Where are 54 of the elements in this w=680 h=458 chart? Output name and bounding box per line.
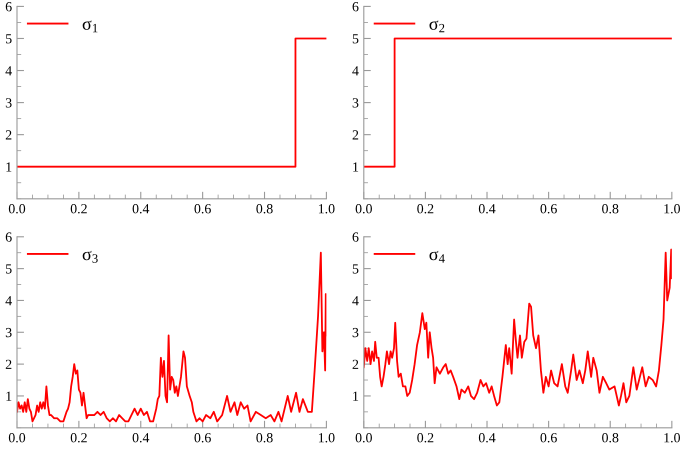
x-tick-label: 0.6 <box>540 204 557 214</box>
line-series <box>364 248 672 406</box>
line-series <box>17 252 326 422</box>
y-tick-label: 6 <box>352 232 359 242</box>
x-tick-label: 1.0 <box>664 433 680 442</box>
y-tick-label: 2 <box>6 130 12 140</box>
legend-label: σ$_{2}$ <box>429 20 444 32</box>
y-tick-label: 6 <box>6 2 12 12</box>
y-tick-label: 3 <box>352 98 358 108</box>
y-tick-label: 2 <box>352 130 358 140</box>
legend-label: σ$_{4}$ <box>429 250 445 263</box>
legend-label: σ$_{1}$ <box>82 20 98 32</box>
x-tick-label: 0.8 <box>602 204 618 214</box>
x-tick-label: 0.4 <box>132 433 150 442</box>
x-tick-label: 0.8 <box>602 433 618 442</box>
x-tick-label: 0.6 <box>194 204 211 214</box>
x-tick-label: 0.0 <box>356 433 372 442</box>
y-tick-label: 6 <box>352 2 359 12</box>
y-tick-label: 1 <box>353 392 358 401</box>
x-tick-label: 0.4 <box>478 204 496 214</box>
x-tick-label: 1.0 <box>664 204 680 214</box>
y-tick-label: 1 <box>6 392 12 401</box>
y-tick-label: 3 <box>352 328 358 338</box>
x-tick-label: 0.6 <box>540 433 557 442</box>
x-tick-label: 0.0 <box>8 204 26 214</box>
y-tick-label: 4 <box>5 296 12 306</box>
y-tick-label: 1 <box>353 162 358 172</box>
y-tick-label: 6 <box>6 232 12 242</box>
y-tick-label: 5 <box>6 34 12 44</box>
y-tick-label: 5 <box>352 34 358 44</box>
x-tick-label: 0.2 <box>417 204 434 214</box>
y-tick-label: 3 <box>6 98 12 108</box>
x-tick-label: 0.4 <box>132 204 150 214</box>
x-tick-label: 0.8 <box>256 433 273 442</box>
y-tick-label: 3 <box>6 328 12 338</box>
legend-label: σ$_{3}$ <box>82 250 98 263</box>
y-tick-label: 1 <box>6 162 12 172</box>
x-tick-label: 0.2 <box>70 204 87 214</box>
y-tick-label: 5 <box>352 264 358 274</box>
x-tick-label: 0.8 <box>256 204 273 214</box>
x-tick-label: 1.0 <box>318 433 335 442</box>
x-tick-label: 0.4 <box>478 433 496 442</box>
x-tick-label: 0.0 <box>356 204 372 214</box>
x-tick-label: 1.0 <box>318 204 335 214</box>
y-tick-label: 4 <box>352 296 359 306</box>
y-tick-label: 4 <box>352 66 359 76</box>
x-tick-label: 0.2 <box>417 433 434 442</box>
y-tick-label: 2 <box>6 360 12 369</box>
y-tick-label: 2 <box>352 360 358 369</box>
x-tick-label: 0.2 <box>70 433 87 442</box>
x-tick-label: 0.0 <box>8 433 26 442</box>
y-tick-label: 4 <box>5 66 12 76</box>
x-tick-label: 0.6 <box>194 433 211 442</box>
y-tick-label: 5 <box>6 264 12 274</box>
